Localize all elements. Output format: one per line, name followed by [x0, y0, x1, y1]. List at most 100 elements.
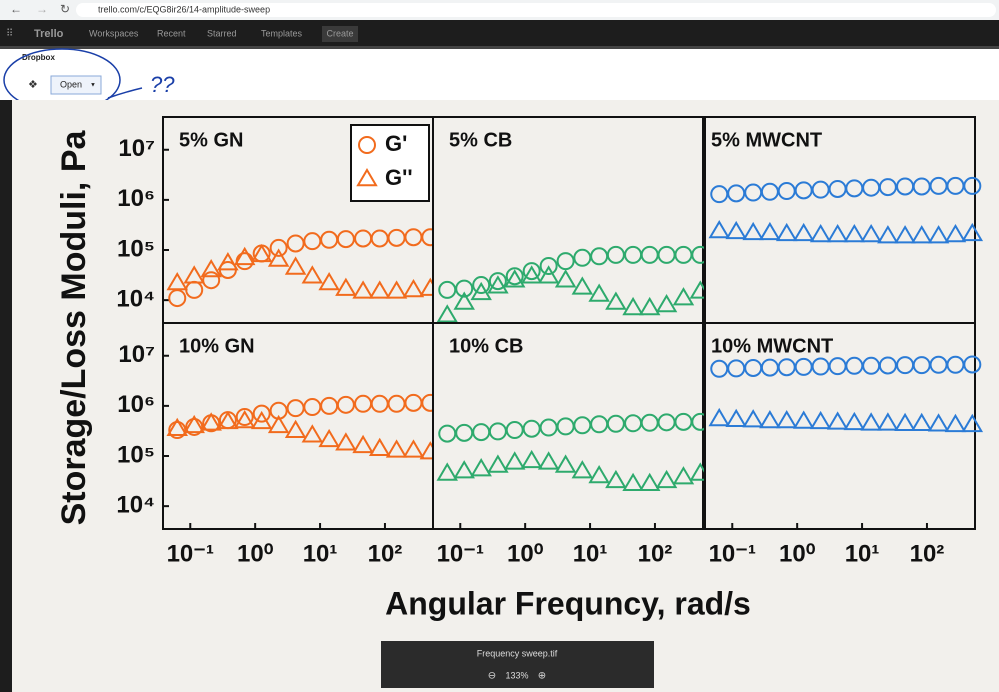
- marker-triangle: [520, 265, 543, 284]
- apps-icon[interactable]: ⠿: [6, 29, 13, 40]
- marker-triangle: [672, 466, 695, 485]
- marker-circle: [472, 276, 491, 295]
- marker-triangle: [537, 451, 560, 470]
- x-tick-label: 10⁻¹: [709, 540, 756, 567]
- marker-circle: [358, 136, 376, 154]
- marker-triangle: [402, 278, 425, 298]
- x-tick-label: 10⁰: [779, 540, 816, 567]
- marker-triangle: [233, 409, 256, 429]
- marker-triangle: [809, 223, 832, 243]
- y-tick-label: 10⁷: [118, 341, 155, 368]
- marker-triangle: [571, 460, 594, 479]
- marker-triangle: [183, 265, 205, 284]
- marker-triangle: [503, 451, 526, 470]
- marker-triangle: [860, 223, 882, 243]
- marker-triangle: [588, 283, 610, 302]
- y-axis-label: Storage/Loss Moduli, Pa: [55, 129, 93, 525]
- marker-triangle: [605, 291, 627, 310]
- marker-triangle: [453, 460, 475, 479]
- marker-triangle: [638, 296, 661, 316]
- marker-triangle: [267, 248, 290, 267]
- marker-triangle: [368, 437, 391, 456]
- marker-circle: [539, 418, 558, 437]
- marker-triangle: [708, 219, 730, 239]
- x-axis-label: Angular Frequncy, rad/s: [385, 585, 751, 621]
- marker-circle: [539, 256, 558, 275]
- marker-triangle: [655, 469, 678, 489]
- marker-triangle: [436, 304, 458, 323]
- reload-button[interactable]: ↻: [60, 2, 70, 16]
- marker-triangle: [809, 410, 832, 430]
- marker-triangle: [284, 256, 307, 275]
- hand-note: ??: [150, 72, 175, 97]
- marker-triangle: [708, 407, 730, 427]
- marker-triangle: [301, 424, 324, 443]
- marker-triangle: [826, 411, 849, 430]
- zoom-out[interactable]: ⊖: [488, 671, 496, 682]
- marker-triangle: [672, 287, 695, 306]
- marker-circle: [252, 404, 271, 423]
- marker-triangle: [961, 413, 984, 433]
- zoom-in[interactable]: ⊕: [538, 671, 546, 682]
- marker-triangle: [571, 276, 594, 295]
- dropbox-title: Dropbox: [22, 53, 55, 62]
- marker-triangle: [233, 246, 256, 266]
- marker-circle: [202, 271, 221, 290]
- y-tick-label: 10⁶: [117, 391, 155, 418]
- x-tick-label: 10¹: [573, 540, 608, 567]
- marker-triangle: [368, 280, 391, 299]
- marker-triangle: [402, 439, 425, 458]
- x-tick-label: 10²: [910, 540, 945, 567]
- marker-circle: [168, 421, 187, 440]
- trello-logo[interactable]: Trello: [34, 28, 64, 40]
- nav-item[interactable]: Workspaces: [89, 28, 139, 38]
- marker-triangle: [944, 413, 967, 433]
- marker-triangle: [843, 411, 866, 431]
- marker-triangle: [894, 412, 916, 432]
- marker-circle: [269, 238, 288, 257]
- marker-triangle: [638, 472, 661, 492]
- marker-triangle: [537, 265, 560, 284]
- file-name: Frequency sweep.tif: [477, 648, 558, 658]
- marker-circle: [522, 262, 541, 281]
- nav-item[interactable]: Starred: [207, 28, 237, 38]
- marker-triangle: [759, 221, 781, 241]
- marker-triangle: [554, 269, 577, 288]
- y-tick-label: 10⁴: [116, 491, 155, 518]
- marker-triangle: [487, 454, 509, 473]
- marker-circle: [336, 230, 355, 249]
- open-button[interactable]: [50, 75, 102, 95]
- marker-triangle: [910, 412, 933, 432]
- nav-item[interactable]: Recent: [157, 28, 186, 38]
- x-tick-label: 10⁻¹: [167, 540, 214, 567]
- url-field[interactable]: [76, 3, 996, 17]
- marker-triangle: [267, 414, 290, 434]
- marker-circle: [438, 280, 457, 299]
- marker-triangle: [217, 252, 239, 271]
- marker-circle: [606, 245, 625, 264]
- marker-circle: [878, 178, 897, 197]
- marker-triangle: [944, 223, 967, 243]
- marker-triangle: [503, 269, 526, 288]
- marker-triangle: [759, 409, 781, 429]
- marker-circle: [235, 408, 254, 427]
- marker-triangle: [605, 469, 627, 489]
- marker-triangle: [927, 413, 950, 432]
- panel-title: 5% GN: [179, 129, 243, 151]
- forward-button[interactable]: →: [36, 2, 48, 16]
- open-caret: ▼: [90, 83, 96, 89]
- back-button[interactable]: ←: [10, 2, 22, 16]
- marker-triangle: [453, 291, 475, 310]
- marker-triangle: [166, 417, 188, 437]
- marker-triangle: [894, 225, 916, 244]
- marker-triangle: [554, 454, 577, 473]
- marker-circle: [336, 395, 355, 414]
- marker-circle: [963, 176, 982, 195]
- create-button[interactable]: [322, 26, 358, 42]
- nav-item[interactable]: Templates: [261, 28, 303, 38]
- x-tick-label: 10⁰: [237, 540, 274, 567]
- marker-triangle: [775, 222, 798, 242]
- marker-triangle: [335, 432, 357, 451]
- left-edge: [0, 100, 12, 692]
- x-tick-label: 10¹: [303, 540, 338, 567]
